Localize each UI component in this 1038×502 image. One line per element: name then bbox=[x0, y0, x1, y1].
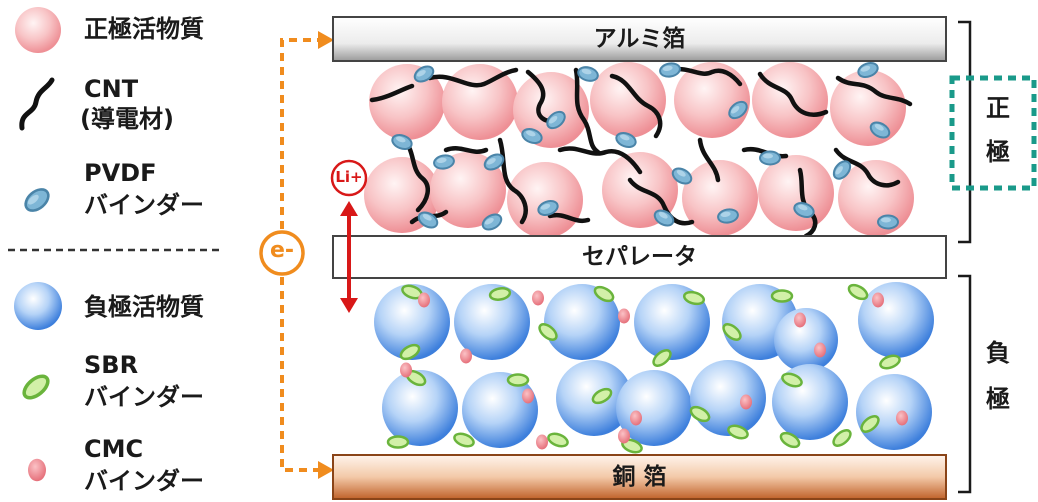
li-ion-badge bbox=[330, 159, 368, 197]
aluminum-foil-label: アルミ箔 bbox=[593, 26, 686, 52]
sbr-binder bbox=[506, 373, 530, 387]
legend-cnt-label-line1: CNT bbox=[84, 75, 139, 103]
cmc-binder bbox=[418, 292, 430, 308]
positive-active-particle bbox=[369, 64, 445, 140]
cnt-strand bbox=[557, 146, 643, 175]
cmc-binder bbox=[400, 362, 412, 378]
positive-electrode-layer bbox=[364, 59, 914, 239]
lithium-ion-transport bbox=[330, 159, 368, 313]
sbr-binder bbox=[770, 289, 794, 303]
cmc-binder bbox=[630, 410, 642, 426]
cnt-strand bbox=[427, 67, 519, 88]
electron-badge bbox=[259, 230, 305, 276]
negative-active-particle bbox=[374, 284, 450, 360]
pvdf-binder bbox=[658, 60, 682, 80]
cnt-strand bbox=[757, 71, 829, 117]
cnt-strand bbox=[573, 67, 601, 155]
cnt-strand bbox=[399, 135, 431, 213]
pvdf-binder bbox=[575, 64, 601, 84]
cmc-binder bbox=[460, 348, 472, 364]
cmc-binder bbox=[740, 394, 752, 410]
copper-foil bbox=[332, 454, 947, 500]
negative-active-particle bbox=[382, 370, 458, 446]
cnt-strand bbox=[627, 177, 695, 226]
separator bbox=[332, 235, 947, 279]
negative-active-particle bbox=[856, 374, 932, 450]
negative-electrode-layer bbox=[374, 280, 934, 456]
cnt-strand bbox=[443, 146, 489, 154]
pvdf-binder bbox=[877, 214, 899, 230]
cnt-strand bbox=[547, 212, 591, 224]
legend-pvdf-label-line1: PVDF bbox=[84, 159, 157, 187]
legend-cmc-label-line1: CMC bbox=[84, 435, 144, 463]
cnt-conductive-icon bbox=[19, 77, 55, 131]
cnt-strand bbox=[833, 147, 901, 188]
electron-label: e- bbox=[269, 238, 295, 263]
negative-active-particle bbox=[616, 370, 692, 446]
positive-active-material-icon bbox=[15, 7, 61, 53]
negative-active-particle bbox=[858, 282, 934, 358]
legend-sbr-label-line2: バインダー bbox=[84, 383, 204, 411]
aluminum-foil bbox=[332, 16, 947, 62]
cmc-binder bbox=[814, 342, 826, 358]
cnt-strand bbox=[697, 137, 721, 183]
cmc-binder-icon bbox=[28, 458, 46, 482]
cmc-binder bbox=[618, 308, 630, 324]
sbr-binder-icon bbox=[18, 370, 54, 404]
negative-active-particle bbox=[544, 284, 620, 360]
cmc-binder bbox=[536, 434, 548, 450]
legend-negative-active-label: 負極活物質 bbox=[84, 293, 204, 321]
copper-foil-label: 銅 箔 bbox=[612, 464, 667, 490]
pvdf-binder-icon bbox=[20, 183, 54, 217]
positive-electrode-highlight bbox=[949, 75, 1037, 191]
positive-electrode-bracket bbox=[958, 20, 972, 244]
positive-active-particle bbox=[590, 62, 666, 138]
legend bbox=[8, 7, 222, 482]
li-ion-label: Li+ bbox=[335, 168, 363, 186]
cmc-binder bbox=[872, 292, 884, 308]
pvdf-binder bbox=[759, 150, 781, 166]
negative-active-particle bbox=[690, 360, 766, 436]
positive-active-particle bbox=[430, 152, 506, 228]
negative-electrode-bracket bbox=[958, 274, 972, 494]
positive-active-particle bbox=[442, 64, 518, 140]
negative-active-material-icon bbox=[14, 282, 62, 330]
separator-label: セパレータ bbox=[582, 244, 697, 270]
cmc-binder bbox=[522, 388, 534, 404]
cnt-strand bbox=[669, 66, 743, 87]
sbr-binder bbox=[877, 352, 903, 372]
positive-electrode-label: 正 極 bbox=[986, 94, 1010, 166]
cmc-binder bbox=[532, 290, 544, 306]
cmc-binder bbox=[618, 428, 630, 444]
negative-active-particle bbox=[774, 308, 838, 372]
sbr-binder bbox=[845, 280, 871, 304]
sbr-binder bbox=[545, 430, 571, 450]
legend-cnt-label-line2: (導電材) bbox=[80, 105, 174, 133]
cnt-strand bbox=[369, 83, 415, 103]
sbr-binder bbox=[386, 435, 410, 449]
legend-sbr-label-line1: SBR bbox=[84, 351, 139, 379]
legend-cmc-label-line2: バインダー bbox=[84, 467, 204, 495]
positive-active-particle bbox=[507, 162, 583, 238]
electron-path bbox=[259, 31, 334, 479]
negative-electrode-label: 負 極 bbox=[986, 339, 1010, 413]
cnt-strand bbox=[835, 75, 913, 107]
legend-pvdf-label-line2: バインダー bbox=[84, 191, 204, 219]
cnt-strand bbox=[609, 73, 663, 139]
positive-active-particle bbox=[674, 62, 750, 138]
cmc-binder bbox=[794, 312, 806, 328]
cmc-binder bbox=[896, 410, 908, 426]
legend-positive-active-label: 正極活物質 bbox=[84, 15, 204, 43]
negative-active-particle bbox=[454, 284, 530, 360]
positive-active-particle bbox=[758, 155, 834, 231]
positive-active-particle bbox=[682, 160, 758, 236]
negative-active-particle bbox=[462, 372, 538, 448]
